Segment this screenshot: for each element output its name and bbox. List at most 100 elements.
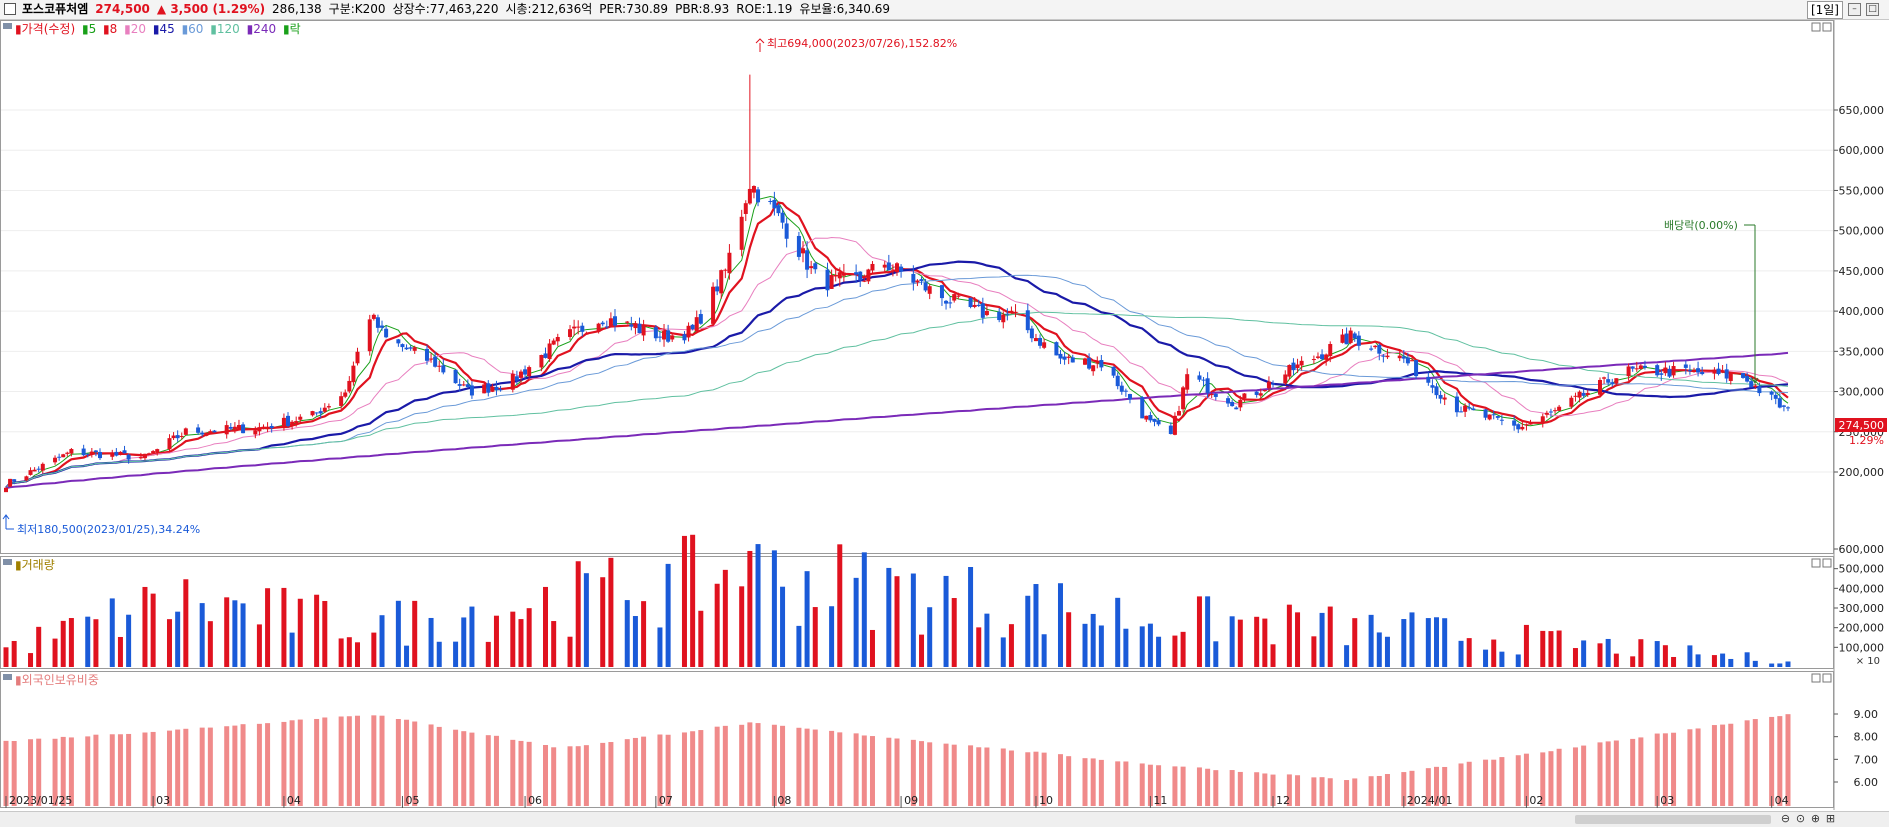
period-button[interactable]: [1일] <box>1806 1 1843 19</box>
maximize-icon[interactable]: □ <box>1866 3 1879 16</box>
candle-body <box>1671 366 1676 376</box>
candle-body <box>24 476 29 481</box>
volume-bar <box>1540 630 1546 667</box>
candle-body <box>518 371 523 378</box>
volume-bar <box>1409 612 1415 667</box>
candle-body <box>1577 391 1582 398</box>
panel-minimize-icon[interactable] <box>1811 673 1821 683</box>
panel-menu-icon[interactable] <box>3 559 12 565</box>
pbr-value: PBR:8.93 <box>675 2 730 16</box>
zoom-reset-icon[interactable]: ⊙ <box>1795 812 1806 825</box>
legend-price: 가격(수정) <box>22 22 76 36</box>
candle-body <box>424 348 429 361</box>
stock-name[interactable]: 포스코퓨처엠 <box>22 2 89 16</box>
volume-bar <box>1270 644 1276 667</box>
foreign-bar <box>1008 750 1014 806</box>
candle-body <box>1557 406 1562 411</box>
candle-body <box>1234 407 1239 410</box>
foreign-bar <box>608 742 614 806</box>
candle-body <box>404 347 409 350</box>
volume-bar <box>354 642 360 667</box>
scrollbar-thumb[interactable] <box>1575 815 1771 824</box>
foreign-bar <box>1409 770 1415 806</box>
panel-menu-icon[interactable] <box>3 674 12 680</box>
candle-body <box>138 457 143 459</box>
ma240-line <box>5 351 1789 490</box>
candle-body <box>747 188 752 204</box>
candle-body <box>465 384 470 387</box>
foreign-bar <box>1205 768 1211 806</box>
candle-body <box>269 425 274 429</box>
volume-bar <box>28 653 34 667</box>
zoom-in-icon[interactable]: ⊕ <box>1810 812 1821 825</box>
panel-minimize-icon[interactable] <box>1811 22 1821 32</box>
foreign-bar <box>796 727 802 806</box>
grid-lines <box>1 109 1833 473</box>
foreign-bar <box>1458 763 1464 806</box>
date-tick-label: 06 <box>528 794 542 807</box>
candle-body <box>584 333 589 335</box>
panel-menu-icon[interactable] <box>3 23 12 29</box>
volume-bar <box>632 616 638 667</box>
minimize-icon[interactable]: – <box>1848 3 1861 16</box>
panel-close-icon[interactable] <box>1822 558 1832 568</box>
volume-bar <box>780 586 786 667</box>
candle-body <box>257 427 262 432</box>
dividend-label: 배당락(0.00%) <box>1664 219 1738 232</box>
candle-body <box>204 432 209 436</box>
panel-close-icon[interactable] <box>1822 673 1832 683</box>
volume-bar <box>1229 616 1235 667</box>
select-checkbox[interactable] <box>4 2 16 15</box>
candle-body <box>118 451 123 455</box>
candle-body <box>825 269 830 291</box>
foreign-bar <box>583 745 589 806</box>
candle-body <box>670 335 675 340</box>
volume-bar <box>1785 661 1791 667</box>
volume-bar <box>314 594 320 667</box>
volume-bar <box>109 598 115 667</box>
volume-bar <box>371 632 377 667</box>
candle-body <box>1209 393 1214 396</box>
per-value: PER:730.89 <box>599 2 669 16</box>
foreign-bar <box>739 724 745 806</box>
foreign-bar <box>919 741 925 806</box>
candle-body <box>833 274 838 277</box>
zoom-out-icon[interactable]: ⊖ <box>1780 812 1791 825</box>
panel-minimize-icon[interactable] <box>1811 558 1821 568</box>
foreign-bar <box>1237 771 1243 806</box>
chart-scrollbar[interactable] <box>0 811 1889 827</box>
zoom-full-icon[interactable]: ⊞ <box>1825 812 1836 825</box>
candle-body <box>1434 386 1439 396</box>
candle-body <box>1749 381 1754 388</box>
candle-body <box>555 337 560 342</box>
candle-body <box>1140 397 1145 419</box>
foreign-bar <box>665 734 671 806</box>
volume-bar <box>461 617 467 667</box>
volume-bar <box>1057 583 1063 667</box>
volume-bar <box>1597 643 1603 667</box>
candle-body <box>1242 393 1247 399</box>
panel-close-icon[interactable] <box>1822 22 1832 32</box>
foreign-bar <box>1425 768 1431 806</box>
volume-bar <box>567 636 573 667</box>
candle-body <box>1042 342 1047 348</box>
candle-body <box>956 295 961 297</box>
foreign-bar <box>722 725 728 806</box>
candle-body <box>625 321 630 323</box>
foreign-bar <box>461 731 467 806</box>
candle-body <box>682 334 687 341</box>
volume-bar <box>412 600 418 667</box>
volume-bar <box>927 607 933 667</box>
stock-chart[interactable]: 650,000 600,000 550,000 500,000 450,000 400,0… <box>0 20 1889 810</box>
volume-bar <box>297 598 303 667</box>
candle-body <box>1029 328 1034 339</box>
volume-bar <box>207 621 213 667</box>
volume-bar <box>1352 618 1358 667</box>
date-tick-label: 04 <box>287 794 301 807</box>
candle-body <box>1311 359 1316 361</box>
candle-body <box>1753 385 1758 388</box>
volume-bar <box>869 629 875 667</box>
foreign-bar <box>755 723 761 806</box>
candle-body <box>1442 397 1447 400</box>
price-tick-label: 200,000 <box>1839 466 1885 479</box>
